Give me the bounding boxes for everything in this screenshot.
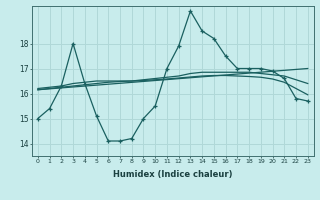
- X-axis label: Humidex (Indice chaleur): Humidex (Indice chaleur): [113, 170, 233, 179]
